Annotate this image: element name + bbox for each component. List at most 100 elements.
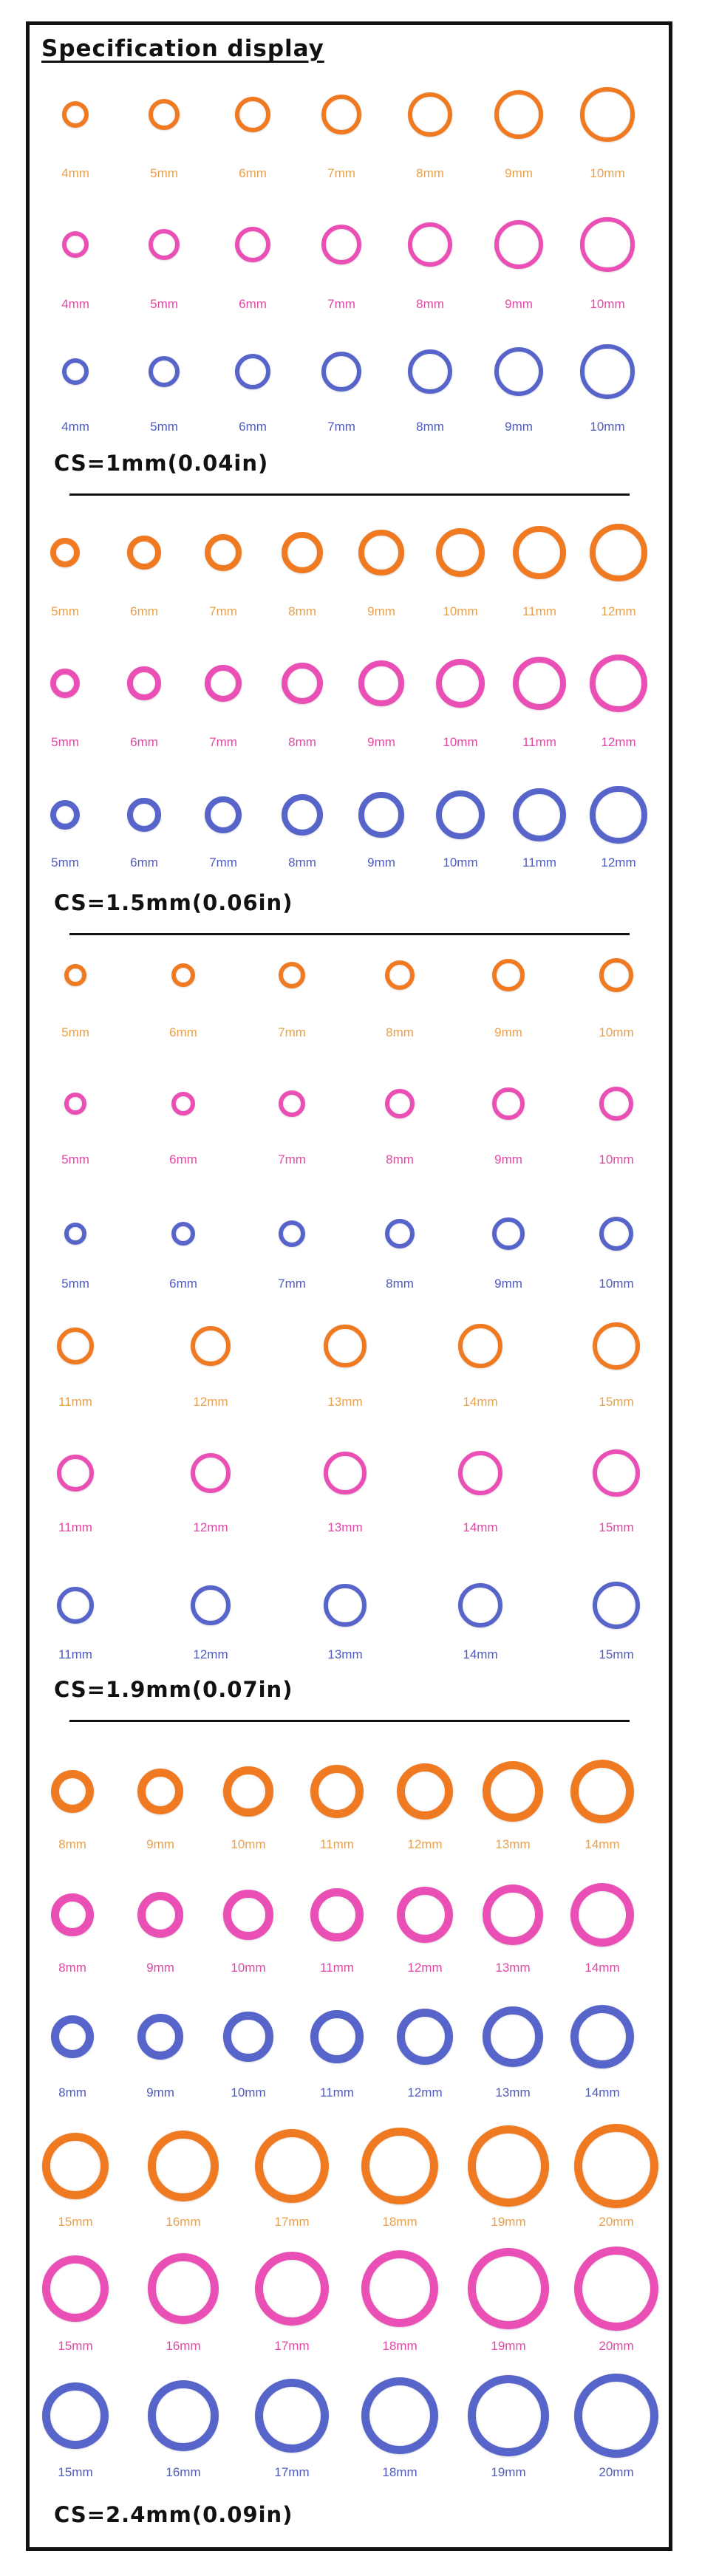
size-label: 11mm	[58, 1647, 92, 1661]
size-label: 15mm	[58, 2215, 93, 2229]
size-label: 11mm	[320, 1961, 354, 1975]
size-label: 17mm	[274, 2215, 310, 2229]
size-label: 5mm	[61, 1025, 89, 1039]
size-label: 14mm	[463, 1647, 498, 1661]
size-label: 10mm	[443, 735, 478, 749]
size-label: 7mm	[209, 735, 237, 749]
o-ring-pink	[254, 2251, 330, 2326]
size-label: 5mm	[51, 735, 79, 749]
o-ring-blue	[127, 798, 161, 832]
o-ring-orange	[41, 2132, 109, 2200]
o-ring-blue	[573, 2373, 659, 2459]
o-ring-pink	[492, 1087, 525, 1120]
o-ring-pink	[278, 1090, 306, 1118]
o-ring-pink	[513, 657, 566, 710]
o-ring-orange	[573, 2123, 659, 2209]
size-label: 6mm	[169, 1152, 197, 1166]
size-label: 4mm	[61, 297, 89, 311]
o-ring-blue	[254, 2378, 330, 2453]
size-label: 8mm	[416, 297, 444, 311]
size-label: 18mm	[382, 2465, 418, 2479]
o-ring-orange	[468, 2125, 549, 2207]
o-ring-orange	[310, 1764, 364, 1818]
o-ring-blue	[310, 2009, 364, 2063]
o-ring-orange	[407, 92, 453, 137]
size-label: 10mm	[231, 1961, 266, 1975]
o-ring-orange	[513, 526, 566, 579]
o-ring-blue	[385, 1219, 415, 1248]
o-ring-orange	[51, 1770, 94, 1813]
size-label: 15mm	[599, 1395, 634, 1409]
o-ring-orange	[599, 957, 634, 993]
o-ring-pink	[234, 226, 271, 263]
o-ring-orange	[396, 1763, 454, 1820]
o-ring-blue	[570, 2004, 635, 2069]
o-ring-orange	[492, 959, 525, 991]
size-label: 4mm	[61, 420, 89, 434]
o-ring-pink	[407, 222, 453, 267]
size-label: 13mm	[495, 1837, 531, 1851]
size-label: 12mm	[601, 735, 636, 749]
o-ring-blue	[223, 2012, 273, 2062]
size-label: 12mm	[407, 1837, 443, 1851]
o-ring-orange	[457, 1323, 503, 1369]
o-ring-pink	[50, 668, 81, 699]
o-ring-blue	[191, 1585, 231, 1625]
o-ring-blue	[483, 2006, 543, 2067]
size-label: 10mm	[590, 166, 625, 180]
size-label: 8mm	[386, 1025, 414, 1039]
o-ring-blue	[361, 2377, 439, 2455]
size-label: 12mm	[193, 1395, 228, 1409]
o-ring-orange	[254, 2128, 330, 2204]
o-ring-pink	[51, 1893, 94, 1936]
size-label: 5mm	[51, 855, 79, 870]
cs-label: CS=1mm(0.04in)	[54, 451, 269, 476]
size-label: 6mm	[239, 420, 267, 434]
o-ring-blue	[321, 351, 362, 392]
o-ring-blue	[41, 2382, 109, 2450]
size-label: 12mm	[193, 1647, 228, 1661]
o-ring-blue	[64, 1223, 86, 1245]
size-label: 6mm	[169, 1277, 197, 1291]
o-ring-orange	[148, 2131, 219, 2201]
size-label: 10mm	[599, 1277, 634, 1291]
size-label: 5mm	[150, 166, 178, 180]
size-label: 9mm	[505, 297, 533, 311]
o-ring-blue	[204, 796, 242, 834]
size-label: 7mm	[278, 1152, 306, 1166]
size-label: 4mm	[61, 166, 89, 180]
o-ring-orange	[148, 98, 180, 131]
size-label: 8mm	[58, 1961, 86, 1975]
o-ring-blue	[148, 2380, 219, 2451]
size-label: 13mm	[327, 1647, 363, 1661]
size-label: 11mm	[58, 1395, 92, 1409]
o-ring-pink	[310, 1887, 364, 1941]
o-ring-orange	[385, 960, 415, 990]
cs-label: CS=2.4mm(0.09in)	[54, 2502, 293, 2527]
size-label: 15mm	[599, 1520, 634, 1534]
o-ring-pink	[457, 1450, 503, 1496]
spec-frame	[26, 21, 672, 2551]
o-ring-blue	[62, 358, 89, 385]
size-label: 6mm	[169, 1025, 197, 1039]
o-ring-orange	[50, 537, 81, 568]
o-ring-orange	[223, 1766, 273, 1817]
size-label: 20mm	[599, 2339, 634, 2353]
o-ring-blue	[590, 786, 647, 844]
o-ring-orange	[127, 536, 161, 570]
o-ring-pink	[148, 228, 180, 261]
size-label: 6mm	[239, 297, 267, 311]
size-label: 9mm	[146, 1961, 174, 1975]
size-label: 8mm	[288, 735, 316, 749]
o-ring-orange	[278, 961, 306, 989]
size-label: 15mm	[58, 2339, 93, 2353]
o-ring-blue	[494, 346, 544, 397]
section-divider	[69, 933, 630, 935]
o-ring-orange	[358, 530, 404, 575]
size-label: 11mm	[522, 855, 556, 870]
size-label: 12mm	[601, 604, 636, 618]
size-label: 10mm	[590, 297, 625, 311]
o-ring-orange	[483, 1761, 543, 1822]
o-ring-blue	[278, 1220, 306, 1248]
size-label: 10mm	[599, 1025, 634, 1039]
